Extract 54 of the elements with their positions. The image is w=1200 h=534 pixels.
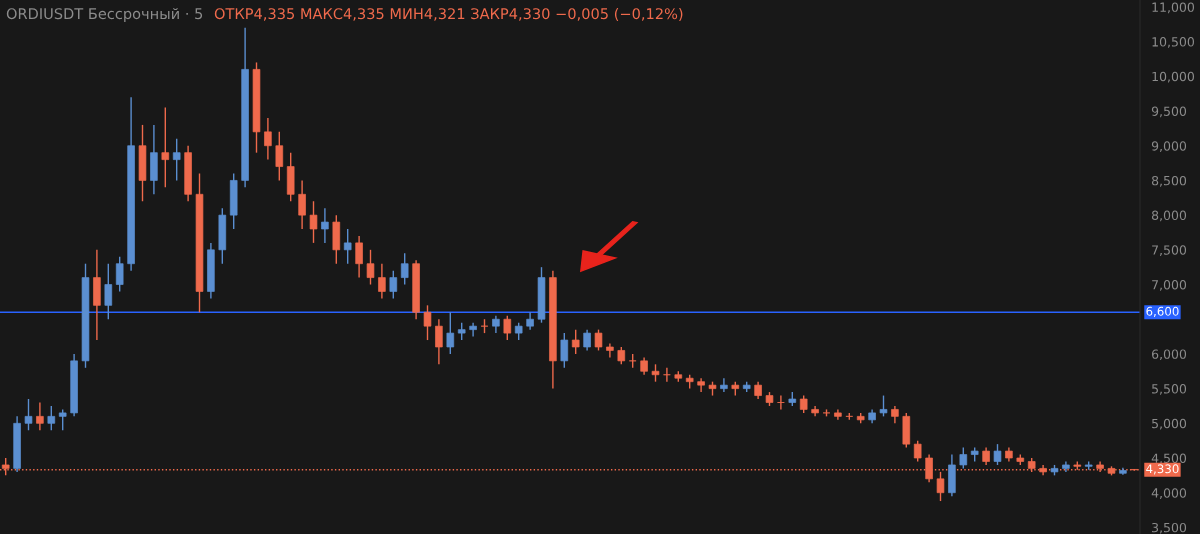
candlestick [355,235,363,279]
candlestick [435,318,443,366]
y-tick-label: 5,500 [1152,384,1187,395]
text: ORDIUSDT Бессрочный · 5 [6,7,203,23]
y-tick-label: 6,000 [1151,349,1187,361]
candlestick [720,377,728,393]
y-tick-label: 8,000 [1151,210,1187,222]
ref-line-label: 6,600 [1146,306,1179,317]
candlestick [503,315,512,341]
y-tick-label: 7,000 [1152,279,1187,291]
ref-line-label: 4,330 [1146,464,1179,475]
candlestick [47,405,56,431]
y-tick-label: 9,000 [1151,141,1187,152]
y-tick-label: 8,500 [1151,175,1187,187]
y-tick-label: 7,500 [1152,245,1187,257]
candlestick [343,228,352,265]
candlestick [469,321,477,338]
candlestick [993,443,1002,466]
chart-subtitle: ОТКР4,335 МАКС4,335 МИН4,321 ЗАКР4,330 −0,005 (−0,12%) [214,7,683,21]
candlestick [275,131,284,182]
candlestick [378,263,386,300]
candlestick [321,207,329,244]
y-tick-label: 10,500 [1152,37,1195,48]
candlestick [594,328,603,352]
y-tick-label: 5,000 [1152,418,1187,430]
candlestick [400,252,409,286]
candlestick [172,138,181,182]
y-tick-label: 9,500 [1151,106,1187,118]
candlestick [36,401,44,431]
y-tick-label: 4,500 [1151,453,1187,465]
candlestick [298,179,306,230]
candlestick [571,328,580,355]
candlestick [879,394,888,418]
candlestick [959,446,968,470]
y-tick-label: 3,500 [1152,522,1187,534]
candlestick [583,328,591,352]
y-tick-label: 4,000 [1151,488,1187,499]
candlestick [446,311,455,355]
candlestick [423,304,432,341]
candlestick [309,200,318,244]
candlestick [560,332,569,369]
candlestick [389,269,398,300]
candlestick [264,117,272,161]
candlestick [366,249,375,286]
candlestick [161,106,170,189]
y-tick-label: 11,000 [1152,2,1195,14]
candlestick [104,263,113,320]
candlestick [115,256,124,293]
y-tick-label: 10,000 [1152,71,1195,83]
candlestick [913,439,922,463]
candlestick [936,471,945,502]
candlestick [58,408,67,431]
candlestick [24,398,33,431]
candlestick [697,377,705,393]
